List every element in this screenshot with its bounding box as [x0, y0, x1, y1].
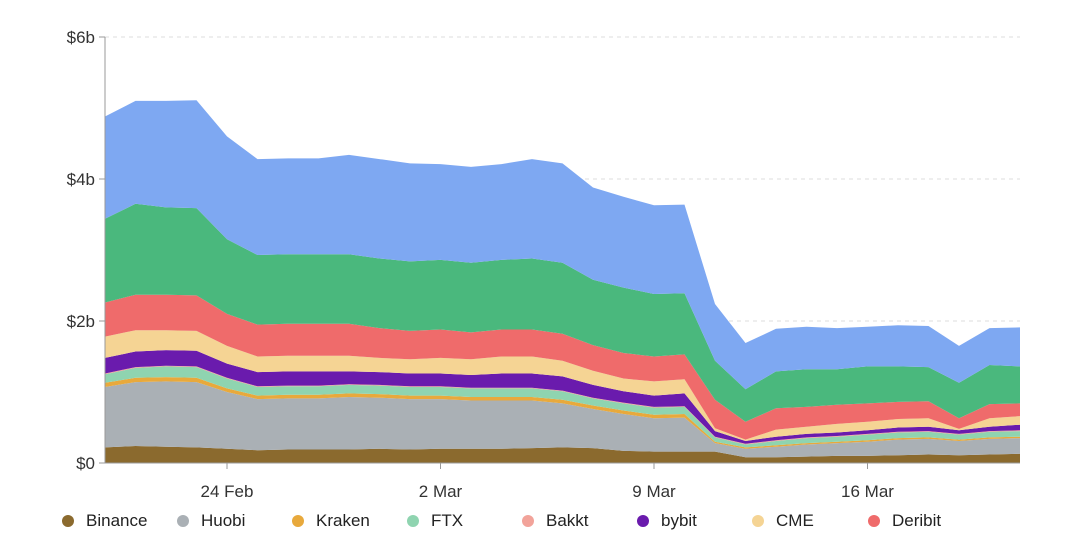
area-series-bitmex[interactable]	[105, 100, 1020, 390]
legend-swatch	[522, 515, 534, 527]
x-tick-label: 16 Mar	[841, 482, 894, 501]
area-series-kraken[interactable]	[105, 377, 1020, 449]
area-series-okex[interactable]	[105, 203, 1020, 422]
legend-swatch	[752, 515, 764, 527]
legend-label: CME	[776, 511, 814, 530]
legend-swatch	[868, 515, 880, 527]
legend-label: Kraken	[316, 511, 370, 530]
legend-item-ftx[interactable]: FTX	[407, 511, 522, 531]
area-series-huobi[interactable]	[105, 381, 1020, 458]
stacked-area-chart: $0 $2b $4b $6b 24 Feb 2 Mar 9 Mar 16 Mar	[67, 28, 1020, 501]
y-tick-label: $2b	[67, 312, 95, 331]
area-series-cme[interactable]	[105, 330, 1020, 441]
legend-item-bybit[interactable]: bybit	[637, 511, 752, 531]
x-tick-label: 24 Feb	[201, 482, 254, 501]
legend: Binance Huobi Kraken FTX Bakkt bybit CME Deribi…	[62, 511, 988, 531]
legend-swatch	[637, 515, 649, 527]
legend-item-cme[interactable]: CME	[752, 511, 868, 531]
area-series-bakkt[interactable]	[105, 365, 1020, 445]
area-series-ftx[interactable]	[105, 366, 1020, 448]
legend-swatch	[292, 515, 304, 527]
y-tick-label: $0	[76, 454, 95, 473]
legend-label: bybit	[661, 511, 697, 530]
legend-item-binance[interactable]: Binance	[62, 511, 177, 531]
area-series-deribit[interactable]	[105, 294, 1020, 440]
legend-item-bakkt[interactable]: Bakkt	[522, 511, 637, 531]
area-series	[105, 100, 1020, 463]
legend-item-huobi[interactable]: Huobi	[177, 511, 292, 531]
legend-label: Bakkt	[546, 511, 589, 530]
legend-label: Huobi	[201, 511, 246, 530]
legend-swatch	[407, 515, 419, 527]
area-series-bybit[interactable]	[105, 350, 1020, 444]
y-tick-label: $4b	[67, 170, 95, 189]
legend-item-kraken[interactable]: Kraken	[292, 511, 407, 531]
axes: $0 $2b $4b $6b 24 Feb 2 Mar 9 Mar 16 Mar	[67, 28, 1020, 501]
legend-item-deribit[interactable]: Deribit	[868, 511, 988, 531]
legend-label: FTX	[431, 511, 464, 530]
legend-swatch	[62, 515, 74, 527]
area-series-binance[interactable]	[105, 446, 1020, 463]
legend-swatch	[177, 515, 189, 527]
x-tick-label: 9 Mar	[632, 482, 676, 501]
legend-label: Deribit	[892, 511, 942, 530]
legend-label: Binance	[86, 511, 148, 530]
y-tick-label: $6b	[67, 28, 95, 47]
x-tick-label: 2 Mar	[419, 482, 463, 501]
